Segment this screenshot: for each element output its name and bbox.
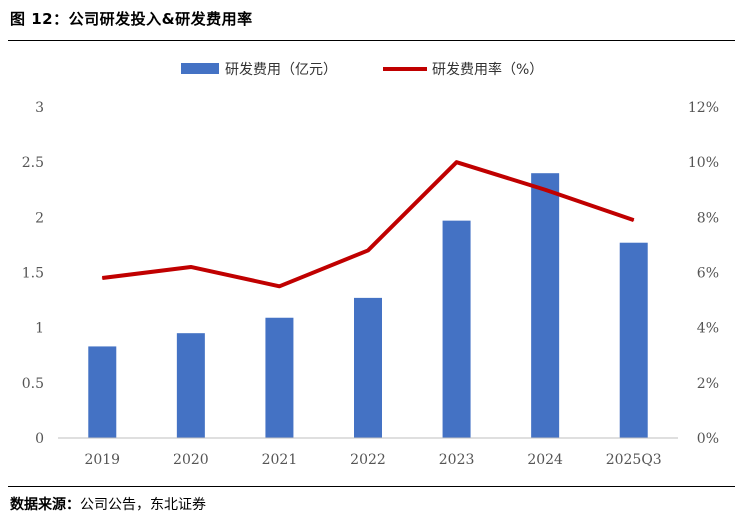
line-series xyxy=(101,160,635,289)
bar xyxy=(88,346,117,438)
source-note: 数据来源：公司公告，东北证券 xyxy=(10,494,206,514)
bar xyxy=(354,297,382,438)
left-tick-label: 0.5 xyxy=(22,376,44,392)
rate-point xyxy=(367,249,369,251)
left-tick-label: 1 xyxy=(35,321,44,337)
right-tick-label: 6% xyxy=(697,266,719,282)
x-tick-label: 2021 xyxy=(262,452,298,468)
x-tick-label: 2020 xyxy=(173,452,209,468)
right-axis: 0% 2% 4% 6% 8% 10% 12% xyxy=(688,100,719,447)
right-tick-label: 2% xyxy=(697,376,719,392)
right-tick-label: 0% xyxy=(697,431,719,447)
bar xyxy=(442,220,471,438)
source-label: 数据来源： xyxy=(10,497,80,513)
left-axis: 0 0.5 1 1.5 2 2.5 3 xyxy=(22,100,44,447)
bar xyxy=(531,173,560,438)
rate-point xyxy=(190,266,192,268)
bottom-divider xyxy=(8,486,735,487)
legend-bar-label: 研发费用（亿元） xyxy=(225,62,337,78)
rate-point xyxy=(633,219,635,221)
x-axis: 2019 2020 2021 2022 2023 2024 2025Q3 xyxy=(58,437,678,468)
rate-point xyxy=(544,189,546,191)
left-tick-label: 1.5 xyxy=(22,266,44,282)
rate-point xyxy=(456,161,458,163)
right-tick-label: 10% xyxy=(688,155,719,171)
x-tick-label: 2022 xyxy=(350,452,386,468)
source-text: 公司公告，东北证券 xyxy=(80,497,206,513)
right-tick-label: 4% xyxy=(697,321,719,337)
right-tick-label: 8% xyxy=(697,210,719,226)
bar xyxy=(619,242,648,438)
left-tick-label: 2 xyxy=(35,210,44,226)
left-tick-label: 0 xyxy=(35,431,44,447)
legend: 研发费用（亿元） 研发费用率（%） xyxy=(181,61,543,78)
right-tick-label: 12% xyxy=(688,100,719,116)
left-tick-label: 2.5 xyxy=(22,155,44,171)
rate-point xyxy=(101,277,103,279)
left-tick-label: 3 xyxy=(35,100,44,116)
x-tick-label: 2019 xyxy=(84,452,120,468)
chart: 研发费用（亿元） 研发费用率（%） 0 0.5 1 1.5 2 2.5 3 0% 2% 4% 6% 8… xyxy=(22,61,719,468)
x-tick-label: 2024 xyxy=(527,452,563,468)
bar xyxy=(176,333,205,438)
x-tick-label: 2025Q3 xyxy=(606,452,662,468)
legend-line-label: 研发费用率（%） xyxy=(432,61,543,78)
top-divider xyxy=(8,40,735,41)
x-tick-label: 2023 xyxy=(439,452,475,468)
bar xyxy=(265,317,294,438)
bar-series xyxy=(88,173,648,438)
rate-point xyxy=(278,285,280,287)
legend-bar-swatch xyxy=(181,63,219,74)
figure-title: 图 12：公司研发投入&研发费用率 xyxy=(10,10,253,28)
